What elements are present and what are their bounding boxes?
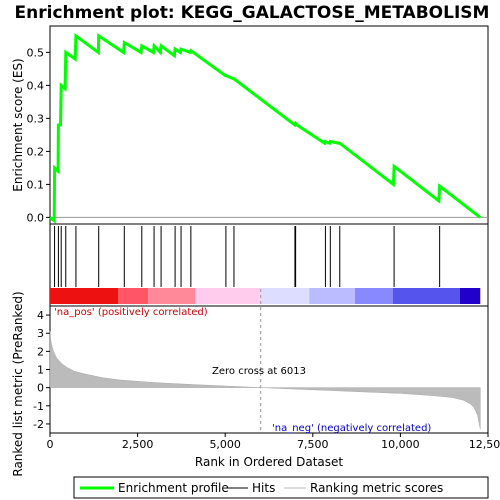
heatmap-segment <box>459 288 481 304</box>
es-ytick-label: 0.5 <box>27 46 45 59</box>
es-ytick-label: 0.3 <box>27 112 45 125</box>
x-tick-label: 0 <box>47 438 54 451</box>
chart-title: Enrichment plot: KEGG_GALACTOSE_METABOLI… <box>15 3 490 23</box>
legend-box <box>73 476 489 499</box>
heatmap-segment <box>195 288 261 304</box>
ranked-ytick-label: -2 <box>33 418 44 431</box>
heatmap-segment <box>260 288 310 304</box>
ranked-ylabel: Ranked list metric (PreRanked) <box>11 291 25 476</box>
ranked-ytick-label: 2 <box>37 345 44 358</box>
heatmap-segment <box>354 288 393 304</box>
x-tick-label: 2,500 <box>122 438 154 451</box>
heatmap-segment <box>118 288 149 304</box>
zero-cross-label: Zero cross at 6013 <box>212 366 306 377</box>
ranked-panel-frame <box>49 305 489 434</box>
legend-metric-label: Ranking metric scores <box>310 481 443 495</box>
legend-enrichment-label: Enrichment profile <box>118 481 229 495</box>
ranked-ytick-label: -1 <box>33 400 44 413</box>
heatmap-segment <box>148 288 196 304</box>
enrichment-profile-line <box>49 33 482 224</box>
ranked-ytick-label: 4 <box>37 309 44 322</box>
es-ytick-label: 0.4 <box>27 79 45 92</box>
pos-label: 'na_pos' (positively correlated) <box>54 307 208 318</box>
ranked-ytick-label: 1 <box>37 364 44 377</box>
es-ylabel: Enrichment score (ES) <box>11 58 25 191</box>
ranked-ytick-label: 0 <box>37 382 44 395</box>
es-ytick-label: 0.2 <box>27 145 45 158</box>
x-tick-label: 7,500 <box>297 438 329 451</box>
ranked-ytick-label: 3 <box>37 327 44 340</box>
x-tick-label: 5,000 <box>209 438 241 451</box>
heatmap-segment <box>50 288 119 304</box>
x-tick-label: 10,000 <box>381 438 420 451</box>
legend-hits-label: Hits <box>252 481 275 495</box>
heatmap-segment <box>392 288 460 304</box>
neg-label: 'na_neg' (negatively correlated) <box>272 423 431 434</box>
es-ytick-label: 0.1 <box>27 178 45 191</box>
heatmap-segment <box>309 288 355 304</box>
es-panel-frame <box>49 25 489 225</box>
x-tick-label: 12,500 <box>469 438 500 451</box>
x-axis-label: Rank in Ordered Dataset <box>195 455 343 469</box>
es-ytick-label: 0.0 <box>27 211 45 224</box>
